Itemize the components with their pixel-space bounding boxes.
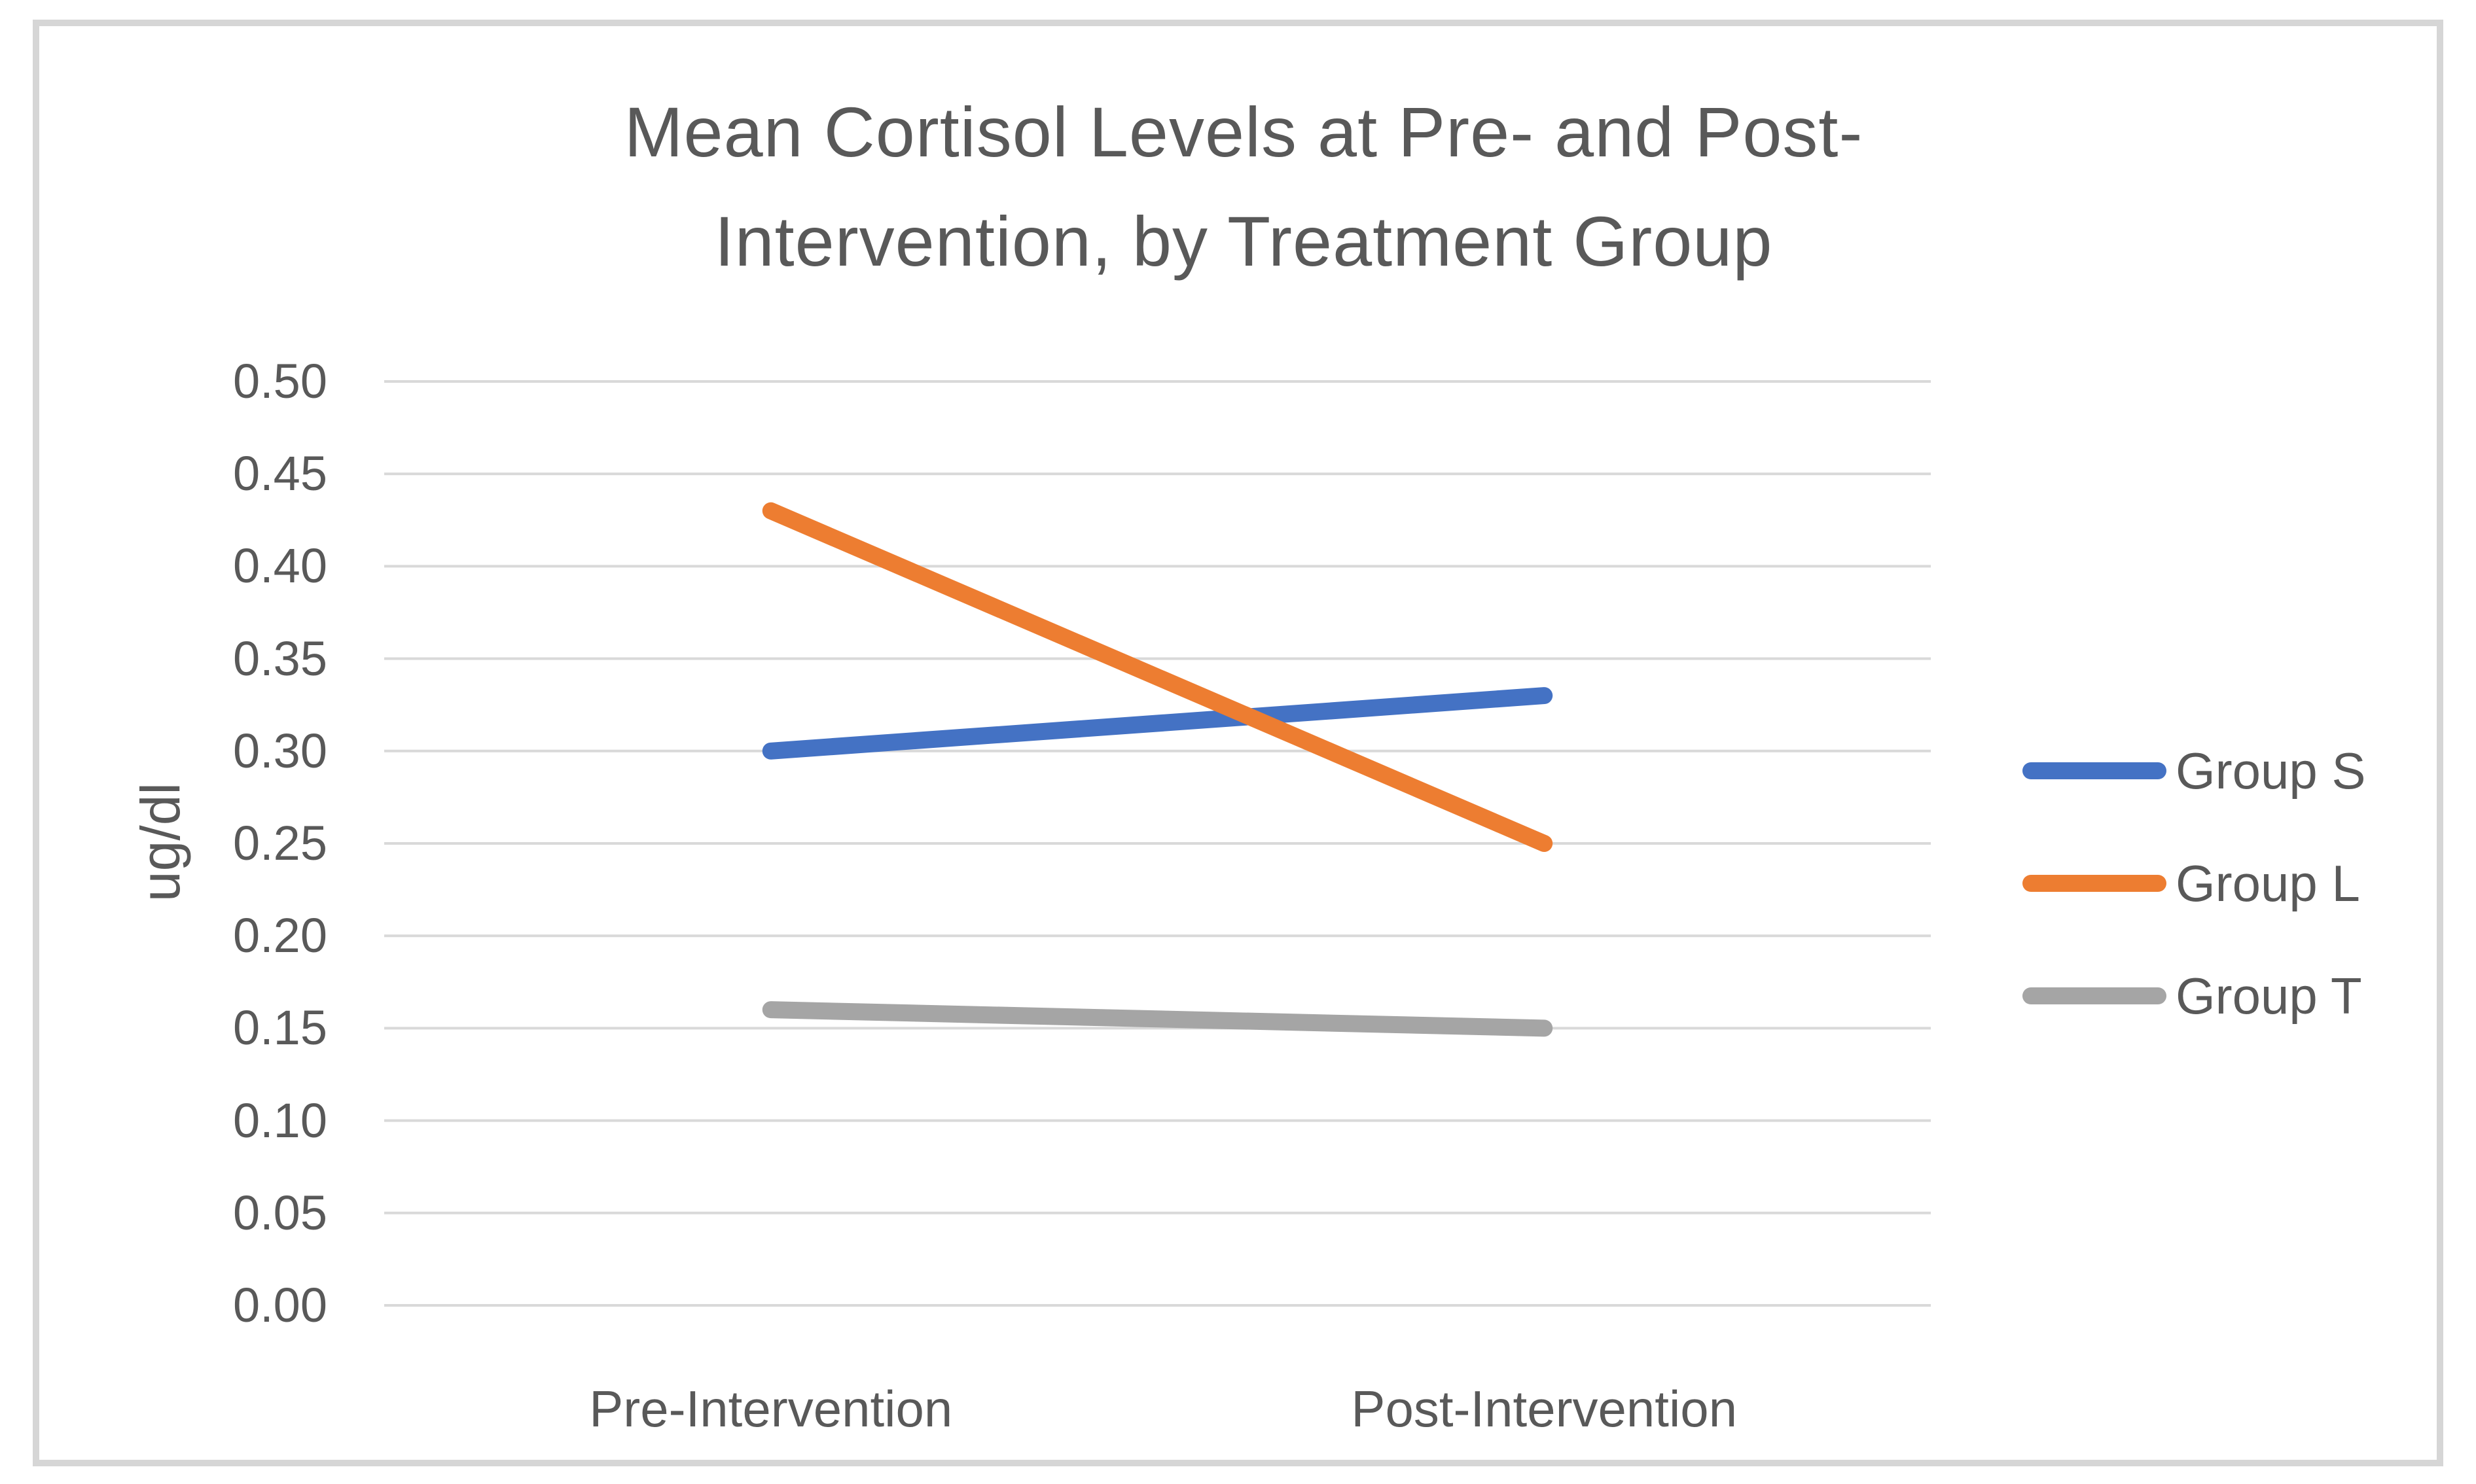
y-tick-label: 0.20 [232,908,327,963]
chart-title-line-1: Mean Cortisol Levels at Pre- and Post- [624,92,1863,171]
legend-line-swatch-icon [2022,762,2166,779]
legend-line-swatch-icon [2022,987,2166,1004]
y-tick-label: 0.50 [232,354,327,408]
legend-item-group-s: Group S [2022,715,2365,827]
series-line-group-s [762,687,1553,760]
legend-item-label: Group T [2176,966,2362,1025]
y-tick-label: 0.15 [232,1000,327,1055]
y-tick-label: 0.40 [232,539,327,593]
series-line-group-t [762,1001,1553,1037]
legend-item-group-t: Group T [2022,940,2365,1052]
y-tick-label: 0.45 [232,446,327,501]
y-tick-label: 0.30 [232,723,327,778]
legend-item-label: Group L [2176,854,2360,912]
y-tick-label: 0.05 [232,1185,327,1240]
y-tick-label: 0.00 [232,1278,327,1332]
y-tick-label: 0.35 [232,631,327,686]
chart-title: Mean Cortisol Levels at Pre- and Post- I… [262,77,2225,296]
chart-title-line-2: Intervention, by Treatment Group [714,202,1773,281]
x-category-label-post: Post-Intervention [1351,1380,1738,1438]
y-tick-label: 0.10 [232,1093,327,1148]
legend-line-swatch-icon [2022,875,2166,892]
x-category-label-pre: Pre-Intervention [589,1380,953,1438]
chart-border-frame [33,20,2443,1466]
legend-item-label: Group S [2176,741,2366,800]
legend-item-group-l: Group L [2022,827,2365,940]
legend: Group S Group L Group T [2022,715,2365,1052]
y-tick-label: 0.25 [232,816,327,870]
series-line-group-l [762,502,1553,852]
